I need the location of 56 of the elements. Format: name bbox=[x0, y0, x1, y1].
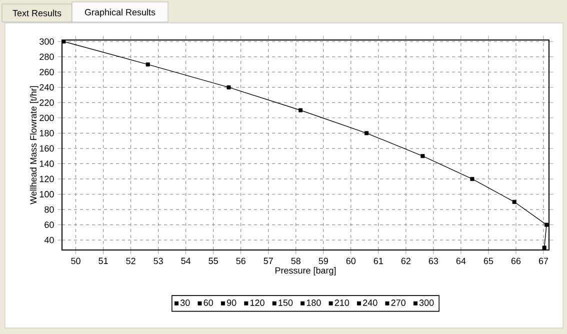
y-tick-label: 100 bbox=[40, 191, 54, 198]
y-tick-label: 200 bbox=[40, 114, 54, 122]
x-tick-label: 57 bbox=[264, 258, 273, 264]
legend-label: 150 bbox=[278, 300, 293, 306]
x-tick-label: 58 bbox=[291, 258, 300, 264]
y-tick-label: 280 bbox=[40, 54, 54, 60]
y-tick-label: 300 bbox=[40, 38, 54, 45]
point bbox=[512, 200, 516, 204]
x-tick-label: 62 bbox=[401, 258, 410, 264]
x-tick-label: 59 bbox=[318, 258, 328, 264]
x-tick-label: 67 bbox=[538, 258, 548, 264]
x-tick-label: 56 bbox=[236, 258, 246, 264]
x-tick-label: 64 bbox=[456, 258, 466, 264]
y-tick-label: 140 bbox=[40, 160, 54, 167]
legend-label: 90 bbox=[226, 300, 236, 306]
legend-label: 60 bbox=[204, 300, 214, 306]
y-tick-label: 240 bbox=[40, 84, 54, 91]
x-tick-label: 61 bbox=[374, 258, 383, 264]
point bbox=[542, 246, 546, 250]
x-tick-label: 51 bbox=[98, 258, 108, 264]
point bbox=[62, 40, 66, 44]
y-tick-label: 160 bbox=[40, 145, 54, 152]
x-tick-label: 54 bbox=[181, 258, 191, 264]
x-tick-label: 66 bbox=[511, 258, 521, 264]
legend-label: 210 bbox=[334, 300, 350, 306]
x-tick-label: 60 bbox=[346, 258, 356, 264]
y-axis-title: Wellhead Mass Flowrate [t/hr] bbox=[30, 86, 38, 204]
y-tick-label: 260 bbox=[40, 68, 54, 76]
text: Graphical Results bbox=[84, 8, 156, 18]
legend-label: 30 bbox=[180, 300, 190, 306]
point bbox=[298, 108, 303, 112]
x-tick-label: 53 bbox=[154, 258, 163, 264]
x-tick-label: 52 bbox=[126, 258, 136, 264]
point bbox=[146, 62, 150, 66]
legend-label: 270 bbox=[391, 300, 406, 306]
legend-label: 240 bbox=[363, 300, 378, 306]
x-axis-title: Pressure [barg] bbox=[275, 267, 336, 276]
point bbox=[420, 154, 425, 158]
legend-label: 300 bbox=[419, 300, 434, 306]
y-tick-label: 220 bbox=[40, 99, 54, 106]
x-tick-label: 63 bbox=[428, 258, 438, 264]
y-tick-label: 80 bbox=[44, 206, 54, 213]
point bbox=[544, 222, 549, 227]
legend-label: 180 bbox=[306, 300, 321, 306]
x-tick-label: 55 bbox=[208, 258, 218, 264]
y-tick-label: 60 bbox=[44, 222, 54, 228]
y-tick-label: 120 bbox=[40, 176, 54, 182]
point bbox=[470, 176, 474, 181]
point bbox=[226, 85, 231, 90]
legend-label: 120 bbox=[250, 300, 264, 306]
x-tick-label: 65 bbox=[484, 258, 494, 264]
y-tick-label: 40 bbox=[44, 236, 54, 244]
y-tick-label: 180 bbox=[40, 130, 54, 136]
text: Text Results bbox=[12, 10, 62, 16]
point bbox=[364, 131, 369, 136]
x-tick-label: 50 bbox=[71, 258, 80, 264]
